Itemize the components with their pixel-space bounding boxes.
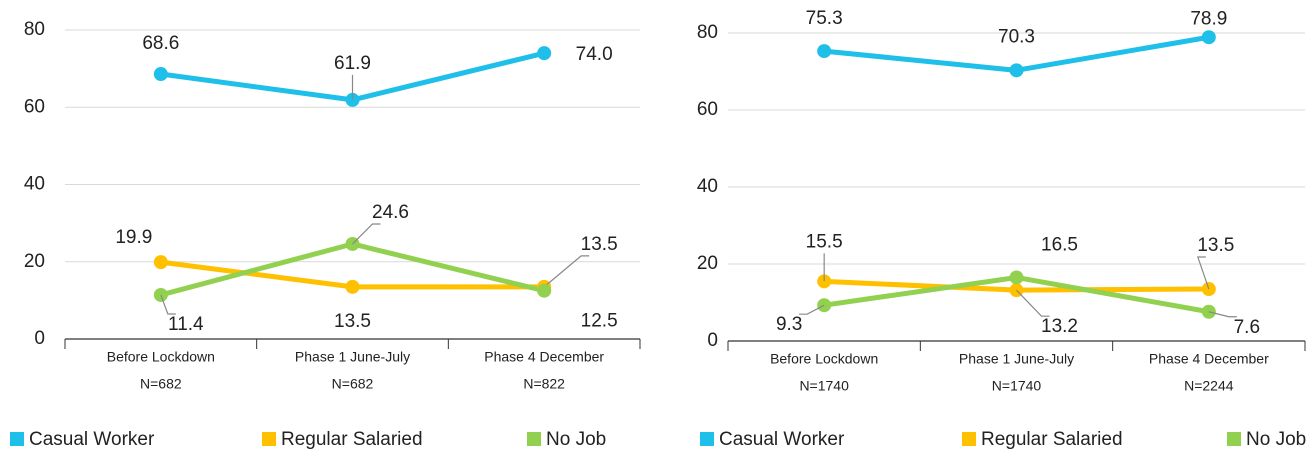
legend-label: No Job (1246, 429, 1306, 450)
x-tick-label: N=1740 (992, 378, 1042, 394)
legend-label: Regular Salaried (281, 429, 423, 450)
value-label: 70.3 (998, 26, 1035, 47)
y-tick-label: 80 (697, 22, 718, 43)
value-label: 61.9 (334, 53, 371, 74)
x-tick-label: N=2244 (1184, 378, 1234, 394)
value-label: 78.9 (1190, 8, 1227, 29)
x-tick-label: Phase 1 June-July (295, 349, 410, 365)
y-tick-label: 20 (24, 251, 45, 272)
legend-swatch (1227, 432, 1241, 446)
legend-swatch (262, 432, 276, 446)
value-label: 16.5 (1041, 234, 1078, 255)
x-tick-label: Phase 4 December (1149, 351, 1269, 367)
value-label: 11.4 (168, 314, 204, 335)
value-label: 74.0 (576, 44, 613, 65)
series-marker (1009, 63, 1024, 78)
value-label: 19.9 (115, 227, 152, 248)
legend-swatch (10, 432, 24, 446)
leader-line (160, 294, 176, 315)
y-tick-label: 0 (707, 330, 718, 351)
legend-swatch (527, 432, 541, 446)
legend-label: Casual Worker (29, 429, 155, 450)
legend-swatch (700, 432, 714, 446)
legend-label: Casual Worker (719, 429, 845, 450)
value-label: 15.5 (806, 231, 843, 252)
value-label: 68.6 (142, 33, 179, 54)
series-marker (345, 279, 360, 294)
leader-line (799, 304, 825, 315)
value-label: 9.3 (776, 314, 802, 335)
x-tick-label: N=682 (332, 376, 374, 392)
value-label: 13.5 (1197, 235, 1234, 256)
value-label: 13.2 (1041, 316, 1078, 337)
y-tick-label: 40 (24, 174, 45, 195)
leader-line (1016, 289, 1050, 317)
series-marker (817, 44, 832, 59)
legend-label: No Job (546, 429, 606, 450)
y-tick-label: 0 (34, 328, 45, 349)
series-marker (537, 46, 552, 61)
leader-line (1196, 256, 1210, 290)
x-tick-label: N=682 (140, 376, 182, 392)
y-tick-label: 40 (697, 176, 718, 197)
value-label: 13.5 (581, 234, 618, 255)
x-tick-label: Before Lockdown (770, 351, 878, 367)
x-tick-label: Phase 4 December (484, 349, 604, 365)
y-tick-label: 60 (24, 96, 45, 117)
legend-swatch (962, 432, 976, 446)
x-tick-label: N=822 (523, 376, 565, 392)
leader-line (543, 255, 590, 288)
series-marker (537, 283, 552, 298)
series-marker (1201, 30, 1216, 45)
series-marker (1009, 270, 1024, 285)
x-tick-label: Phase 1 June-July (959, 351, 1074, 367)
value-label: 24.6 (372, 202, 409, 223)
leader-line (352, 223, 381, 245)
leader-line (1208, 311, 1237, 318)
series-marker (153, 67, 168, 82)
y-tick-label: 80 (24, 19, 45, 40)
x-tick-label: Before Lockdown (107, 349, 215, 365)
y-tick-label: 20 (697, 253, 718, 274)
y-tick-label: 60 (697, 99, 718, 120)
legend-label: Regular Salaried (981, 429, 1123, 450)
value-label: 7.6 (1234, 317, 1260, 338)
value-label: 12.5 (581, 311, 618, 332)
x-tick-label: N=1740 (799, 378, 849, 394)
value-label: 75.3 (806, 8, 843, 29)
series-marker (153, 255, 168, 270)
value-label: 13.5 (334, 311, 371, 332)
